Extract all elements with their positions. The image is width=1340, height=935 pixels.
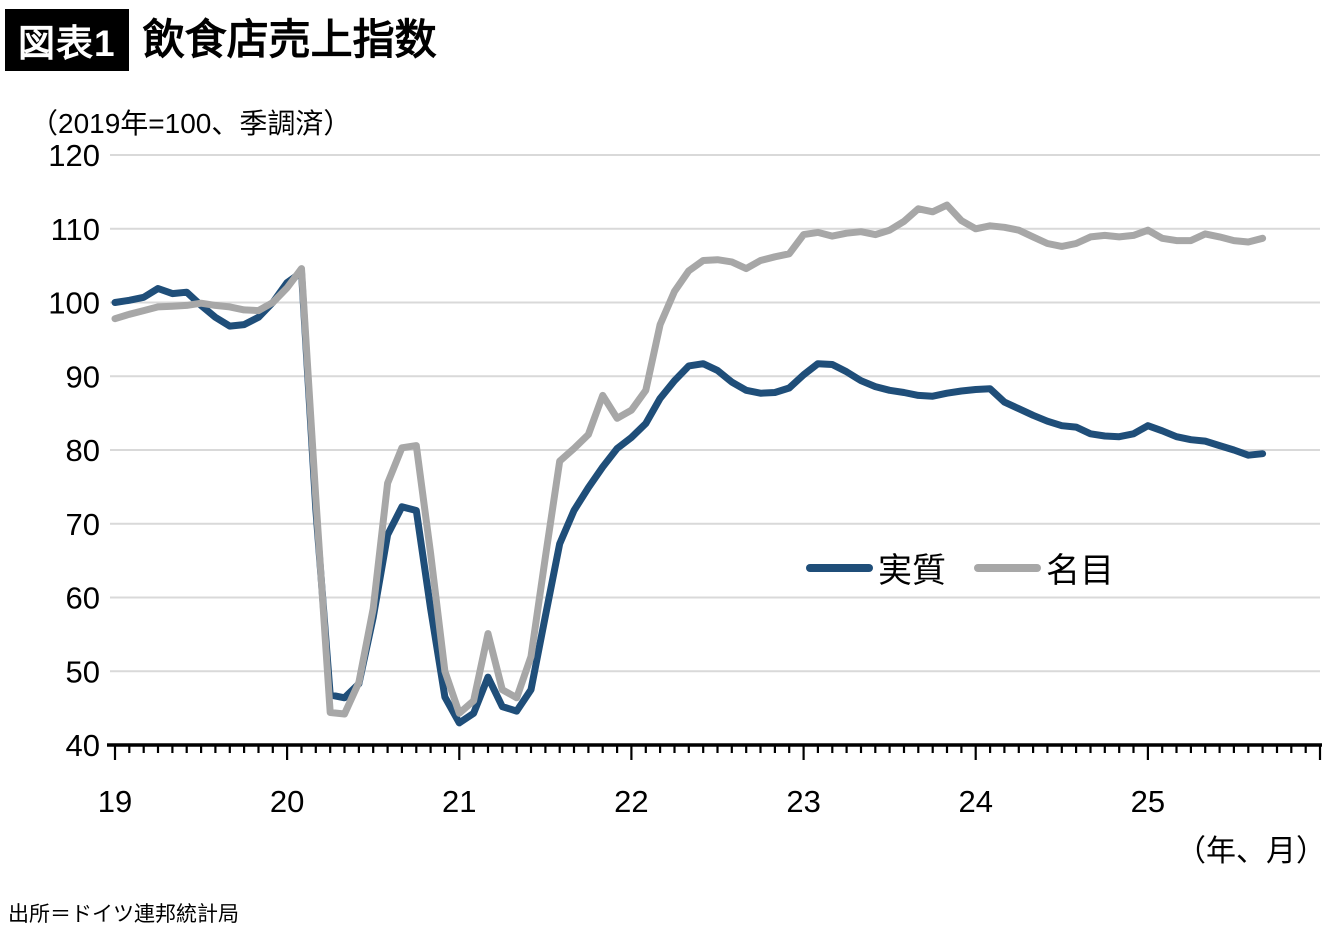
svg-text:25: 25 <box>1131 784 1165 819</box>
series-real <box>111 268 1267 727</box>
svg-text:100: 100 <box>48 286 100 321</box>
gridlines <box>110 154 1320 673</box>
svg-text:19: 19 <box>98 784 132 819</box>
svg-text:110: 110 <box>51 212 100 247</box>
nominal-line-swatch <box>974 563 1041 572</box>
svg-text:20: 20 <box>270 784 304 819</box>
svg-text:21: 21 <box>442 784 476 819</box>
index-base-note: （2019年=100、季調済） <box>30 108 352 139</box>
svg-text:24: 24 <box>958 784 992 819</box>
source-note: 出所＝ドイツ連邦統計局 <box>8 903 239 926</box>
real-line-swatch <box>806 563 873 572</box>
svg-text:22: 22 <box>614 784 648 819</box>
x-axis <box>107 743 1322 760</box>
svg-text:23: 23 <box>786 784 820 819</box>
x-axis-labels: 19 20 21 22 23 24 25 <box>98 784 1165 819</box>
legend-item-real: 実質 <box>806 543 946 592</box>
chart-legend: 実質 名目 <box>806 543 1114 592</box>
legend-item-nominal: 名目 <box>974 543 1114 592</box>
series-nominal <box>111 201 1267 718</box>
x-axis-unit-label: （年、月） <box>1176 835 1326 868</box>
svg-text:60: 60 <box>66 581 100 616</box>
y-axis-labels: 40 50 60 70 80 90 100 110 120 <box>48 138 100 763</box>
title-row: 図表1 飲食店売上指数 <box>5 9 437 71</box>
svg-text:50: 50 <box>66 654 100 689</box>
figure-number-badge: 図表1 <box>5 9 129 71</box>
svg-text:80: 80 <box>66 433 100 468</box>
svg-text:70: 70 <box>66 507 100 542</box>
svg-text:90: 90 <box>66 359 100 394</box>
svg-text:40: 40 <box>66 728 100 763</box>
figure-title: 飲食店売上指数 <box>142 15 437 63</box>
legend-label-real: 実質 <box>878 552 946 590</box>
legend-label-nominal: 名目 <box>1046 552 1114 590</box>
svg-text:120: 120 <box>48 138 100 173</box>
